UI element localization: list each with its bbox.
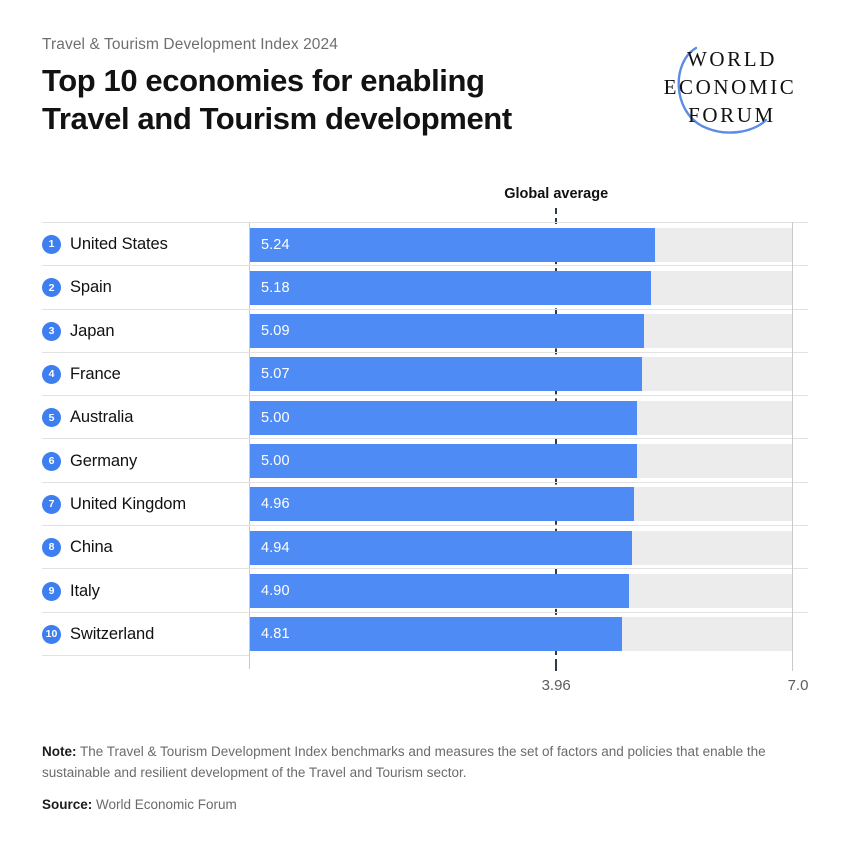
- source-text: Source: World Economic Forum: [42, 795, 782, 816]
- average-axis-tick: [555, 659, 558, 671]
- table-row[interactable]: 9 Italy 4.90: [42, 568, 808, 611]
- rank-badge: 3: [42, 321, 61, 341]
- bar-value-label: 4.96: [261, 496, 290, 513]
- bar-value-label: 4.81: [261, 626, 290, 643]
- rank-badge: 8: [42, 538, 61, 558]
- row-label: 5 Australia: [42, 396, 242, 439]
- row-label: 7 United Kingdom: [42, 483, 242, 526]
- country-label: France: [70, 365, 121, 384]
- note-text: Note: The Travel & Tourism Development I…: [42, 742, 782, 784]
- note-body: The Travel & Tourism Development Index b…: [42, 744, 766, 780]
- table-row[interactable]: 7 United Kingdom 4.96: [42, 481, 808, 526]
- table-row[interactable]: 5 Australia 5.00: [42, 395, 808, 438]
- row-label: 2 Spain: [42, 266, 242, 309]
- global-average-label: Global average: [504, 186, 609, 202]
- rank-badge: 5: [42, 408, 61, 428]
- rank-badge: 4: [42, 365, 61, 385]
- bar-value-label: 5.00: [261, 452, 290, 469]
- bar-value-label: 4.90: [261, 582, 290, 599]
- logo-line-2: ECONOMIC: [664, 75, 797, 99]
- footer-divider: [42, 724, 808, 725]
- country-label: Australia: [70, 408, 134, 427]
- rows-bottom-rule: [42, 655, 249, 656]
- rank-badge: 2: [42, 278, 61, 298]
- axis-tick-label-max: 7.0: [787, 677, 809, 694]
- rank-badge: 10: [42, 624, 61, 644]
- bar[interactable]: 5.00: [250, 400, 637, 435]
- bar[interactable]: 5.18: [250, 270, 651, 305]
- bar-value-label: 5.09: [261, 323, 290, 340]
- bar[interactable]: 5.09: [250, 314, 644, 349]
- row-label: 6 Germany: [42, 439, 242, 482]
- world-economic-forum-logo: WORLD ECONOMIC FORUM: [650, 36, 810, 140]
- row-label: 1 United States: [42, 223, 242, 266]
- country-label: China: [70, 538, 113, 557]
- table-row[interactable]: 4 France 5.07: [42, 351, 808, 396]
- logo-arc-icon: [677, 46, 768, 134]
- table-row[interactable]: 6 Germany 5.00: [42, 438, 808, 481]
- table-row[interactable]: 3 Japan 5.09: [42, 308, 808, 353]
- page-title: Top 10 economies for enabling Travel and…: [42, 63, 512, 136]
- bar-rows: 1 United States 5.24 2 Spain 5.18 3 Japan 5.09 4 F…: [42, 222, 808, 655]
- eyebrow-label: Travel & Tourism Development Index 2024: [42, 36, 338, 53]
- table-row[interactable]: 8 China 4.94: [42, 525, 808, 568]
- bar-value-label: 5.18: [261, 279, 290, 296]
- country-label: Japan: [70, 321, 115, 340]
- rank-badge: 7: [42, 494, 61, 514]
- bar[interactable]: 4.81: [250, 617, 623, 652]
- row-label: 10 Switzerland: [42, 613, 242, 656]
- rank-badge: 6: [42, 451, 61, 471]
- source-lead: Source:: [42, 796, 93, 812]
- rank-badge: 1: [42, 235, 61, 255]
- bar-value-label: 5.07: [261, 366, 290, 383]
- source-body: World Economic Forum: [92, 796, 237, 812]
- bar[interactable]: 4.90: [250, 573, 630, 608]
- bar[interactable]: 4.96: [250, 487, 634, 522]
- rank-badge: 9: [42, 581, 61, 601]
- table-row[interactable]: 1 United States 5.24: [42, 222, 808, 265]
- bar-value-label: 5.00: [261, 409, 290, 426]
- country-label: Italy: [70, 581, 100, 600]
- bar-value-label: 5.24: [261, 236, 290, 253]
- table-row[interactable]: 10 Switzerland 4.81: [42, 611, 808, 656]
- note-lead: Note:: [42, 744, 77, 759]
- row-label: 9 Italy: [42, 569, 242, 612]
- axis-tick-label-average: 3.96: [541, 677, 571, 694]
- logo-line-3: FORUM: [688, 103, 776, 127]
- plot-area: 1 United States 5.24 2 Spain 5.18 3 Japan 5.09 4 F…: [42, 222, 808, 694]
- bar[interactable]: 5.24: [250, 227, 656, 262]
- country-label: United Kingdom: [70, 494, 187, 513]
- bar-chart: Global average 1 United States 5.24 2 Spain 5…: [42, 186, 808, 696]
- header: Travel & Tourism Development Index 2024 …: [42, 36, 662, 138]
- y-axis-line: [249, 222, 250, 669]
- bar[interactable]: 5.07: [250, 357, 643, 392]
- country-label: United States: [70, 235, 168, 254]
- footer: Note: The Travel & Tourism Development I…: [42, 742, 782, 816]
- table-row[interactable]: 2 Spain 5.18: [42, 265, 808, 308]
- max-axis-tick: [792, 222, 793, 671]
- country-label: Switzerland: [70, 624, 155, 643]
- bar[interactable]: 5.00: [250, 443, 637, 478]
- country-label: Spain: [70, 278, 112, 297]
- logo-line-1: WORLD: [687, 47, 777, 71]
- bar[interactable]: 4.94: [250, 530, 633, 565]
- bar-value-label: 4.94: [261, 539, 290, 556]
- country-label: Germany: [70, 451, 138, 470]
- row-label: 3 Japan: [42, 310, 242, 353]
- row-label: 4 France: [42, 353, 242, 396]
- row-label: 8 China: [42, 526, 242, 569]
